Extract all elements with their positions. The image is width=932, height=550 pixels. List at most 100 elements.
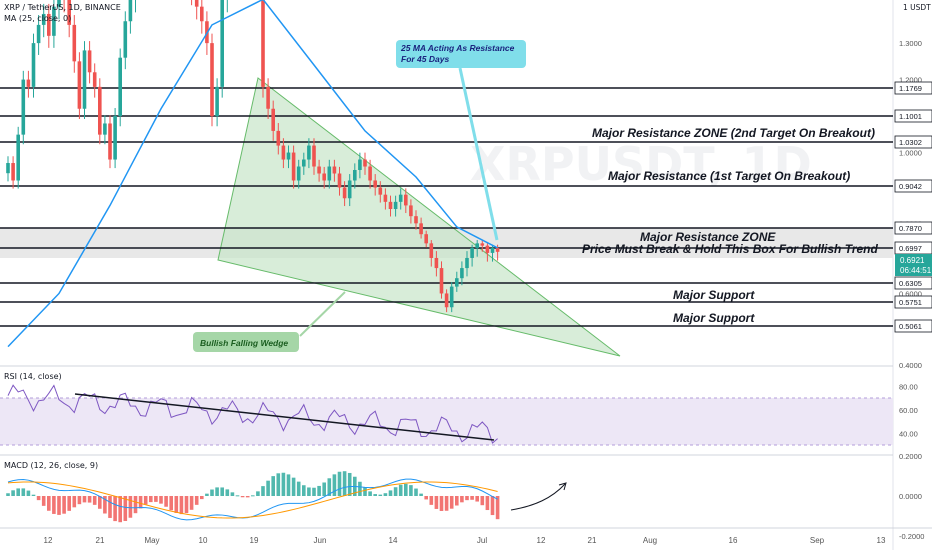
wedge-label: Bullish Falling Wedge xyxy=(200,338,288,348)
macd-bar xyxy=(358,481,362,496)
macd-bar xyxy=(444,496,449,511)
candle-body xyxy=(429,243,434,258)
level-tag xyxy=(894,135,932,149)
macd-bar xyxy=(393,487,398,496)
candle-body xyxy=(409,205,413,217)
candle-body xyxy=(485,245,490,253)
macd-bar xyxy=(77,496,82,505)
candle-body xyxy=(363,159,367,167)
macd-bar xyxy=(317,485,321,496)
macd-bar xyxy=(57,496,61,515)
level-tag-text: 1.1001 xyxy=(899,112,922,121)
candle-body xyxy=(41,13,46,25)
macd-bar xyxy=(11,490,15,496)
macd-bar xyxy=(312,487,316,496)
macd-line xyxy=(7,478,498,521)
rsi-band xyxy=(0,398,893,445)
candle-body xyxy=(383,194,388,202)
candle-body xyxy=(347,180,352,199)
currency-label: 1 USDT xyxy=(903,3,931,12)
candle-body xyxy=(210,43,214,117)
macd-bar xyxy=(322,482,326,496)
candle-body xyxy=(16,134,20,181)
macd-bar xyxy=(342,471,347,496)
time-tick: May xyxy=(144,536,159,545)
macd-bar xyxy=(296,481,301,496)
macd-bar xyxy=(414,488,418,496)
res2-label: Major Resistance ZONE (2nd Target On Bre… xyxy=(592,126,875,140)
candle-body xyxy=(47,13,51,36)
candle-body xyxy=(67,0,71,25)
time-tick: Jul xyxy=(477,536,487,545)
candle-body xyxy=(194,0,199,7)
candle-body xyxy=(261,0,265,87)
candle-body xyxy=(128,0,133,22)
level-tag xyxy=(894,276,932,290)
candle-body xyxy=(490,247,495,253)
time-tick: 14 xyxy=(389,536,398,545)
candle-body xyxy=(317,166,321,174)
macd-bar xyxy=(174,496,179,513)
candle-body xyxy=(220,0,224,87)
candle-body xyxy=(414,216,418,224)
level-tag-text: 0.5061 xyxy=(899,322,922,331)
wedge-label-pointer xyxy=(299,291,346,337)
macd-bar xyxy=(434,496,439,509)
candle-body xyxy=(373,180,377,188)
candle-body xyxy=(495,247,500,252)
macd-bar xyxy=(439,496,444,511)
macd-bar xyxy=(235,495,240,497)
macd-tick: 0.0000 xyxy=(899,492,922,501)
level-tag-text: 0.7870 xyxy=(899,224,922,233)
candle-body xyxy=(475,243,479,248)
support1-label: Major Support xyxy=(673,288,755,302)
candle-body xyxy=(11,163,15,181)
candle-body xyxy=(439,268,444,294)
price-tick: 0.6000 xyxy=(899,289,922,298)
signal-line xyxy=(7,481,498,519)
candle-body xyxy=(455,278,459,287)
candle-body xyxy=(31,43,36,87)
level-tag-text: 0.9042 xyxy=(899,182,922,191)
macd-bar xyxy=(164,496,168,507)
candle-body xyxy=(368,166,372,181)
time-tick: 16 xyxy=(729,536,738,545)
macd-bar xyxy=(307,487,311,496)
rsi-trendline xyxy=(74,393,495,441)
macd-bar xyxy=(424,496,428,500)
macd-bar xyxy=(455,496,459,506)
macd-bar xyxy=(327,478,332,496)
candle-body xyxy=(92,72,97,87)
candle-body xyxy=(465,257,469,269)
price-tick: 1.0000 xyxy=(899,149,922,158)
macd-bar xyxy=(373,494,377,496)
time-tick: 10 xyxy=(199,536,208,545)
macd-bar xyxy=(26,490,31,496)
candle-body xyxy=(378,187,383,195)
macd-bar xyxy=(138,496,143,509)
price-tick: 0.4000 xyxy=(899,361,922,370)
candle-body xyxy=(36,24,41,44)
macd-bar xyxy=(159,496,163,504)
macd-bar xyxy=(47,496,51,511)
macd-bar xyxy=(215,487,219,496)
macd-bar xyxy=(475,496,479,502)
level-tag xyxy=(894,109,932,123)
macd-bar xyxy=(378,494,383,496)
macd-bar xyxy=(368,491,372,496)
res1-label: Major Resistance (1st Target On Breakout… xyxy=(608,169,850,183)
candle-body xyxy=(118,57,122,117)
candle-body xyxy=(266,86,270,109)
macd-bar xyxy=(113,496,117,522)
time-tick: 12 xyxy=(44,536,53,545)
macd-bar xyxy=(169,496,173,511)
macd-bar xyxy=(194,496,199,505)
level-tag xyxy=(894,81,932,95)
symbol-title: XRP / TetherUS, 1D, BINANCE xyxy=(4,3,121,12)
candle-body xyxy=(77,61,82,109)
macd-bar xyxy=(220,487,224,496)
rsi-tick: 60.00 xyxy=(899,406,918,415)
current-price-tag xyxy=(895,254,932,276)
time-tick: Aug xyxy=(643,536,657,545)
